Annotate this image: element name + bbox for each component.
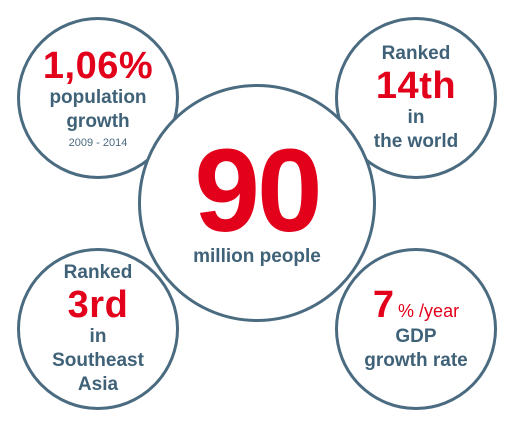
population-growth-period: 2009 - 2014	[68, 136, 128, 149]
sea-rank-line-2: Southeast	[52, 350, 144, 371]
world-rank-value: 14th	[375, 65, 457, 107]
world-rank-line-1: in	[407, 107, 425, 128]
population-label: million people	[193, 246, 321, 267]
southeast-asia-rank-circle: Ranked 3rd in Southeast Asia	[17, 248, 179, 410]
population-circle: 90 million people	[138, 84, 376, 322]
sea-rank-line-3: Asia	[77, 374, 119, 395]
gdp-unit: % /year	[398, 301, 460, 321]
population-value: 90	[194, 125, 322, 257]
population-growth-label-2: growth	[66, 110, 130, 132]
gdp-value: 7	[372, 284, 395, 326]
population-growth-value: 1,06%	[42, 44, 154, 87]
gdp-value-row: 7 % /year	[373, 285, 459, 325]
population-growth-circle: 1,06% population growth 2009 - 2014	[17, 17, 179, 179]
gdp-label-1: GDP	[395, 326, 437, 347]
world-rank-prefix: Ranked	[381, 43, 451, 64]
gdp-label-2: growth rate	[364, 350, 468, 371]
sea-rank-value: 3rd	[67, 284, 129, 326]
world-rank-line-2: the world	[373, 131, 459, 152]
sea-rank-line-1: in	[89, 326, 107, 347]
population-growth-label-1: population	[49, 86, 147, 108]
gdp-growth-circle: 7 % /year GDP growth rate	[335, 248, 497, 410]
sea-rank-prefix: Ranked	[63, 262, 133, 283]
